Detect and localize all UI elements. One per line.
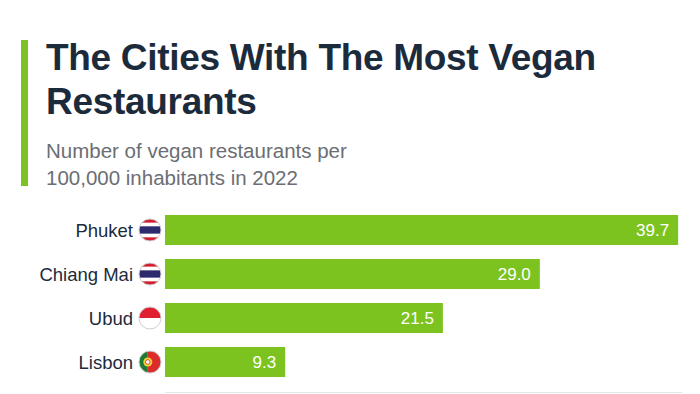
data-label: 29.0: [498, 265, 531, 284]
chart-svg: 39.7 Phuket 29.0 Chiang Mai 21.5 Ubud 9.3 Lisbo…: [0, 0, 700, 394]
flag: [139, 307, 161, 329]
flag-border: [139, 219, 161, 241]
category-label: Phuket: [75, 220, 133, 241]
bar: [165, 303, 443, 333]
flag-stripe: [139, 270, 161, 278]
flag-stripe: [139, 267, 161, 271]
flag-stripe: [139, 226, 161, 234]
flag-stripe: [139, 318, 161, 329]
bar: [165, 259, 540, 289]
bars: [165, 215, 678, 377]
flag: [139, 351, 161, 373]
x-axis-line: [165, 392, 682, 393]
bar: [165, 215, 678, 245]
flag-emblem: [143, 358, 152, 367]
title: The Cities With The Most Vegan Restauran…: [46, 36, 611, 124]
accent-bar: [21, 40, 28, 186]
flag-border: [139, 351, 161, 373]
bar: [165, 347, 285, 377]
flag-border: [139, 307, 161, 329]
category-label: Chiang Mai: [39, 264, 133, 285]
flag-stripe: [139, 307, 161, 318]
texts: 39.7 Phuket 29.0 Chiang Mai 21.5 Ubud 9.3 Lisbo…: [39, 220, 669, 373]
data-label: 39.7: [636, 221, 669, 240]
flag-stripe: [139, 278, 161, 282]
category-label: Ubud: [89, 308, 133, 329]
subtitle: Number of vegan restaurants per 100,000 …: [46, 137, 391, 191]
data-label: 9.3: [253, 353, 277, 372]
chart-root: The Cities With The Most Vegan Restauran…: [0, 0, 700, 394]
flag-stripe: [139, 234, 161, 238]
flag: [139, 263, 161, 285]
flag: [139, 219, 161, 241]
data-label: 21.5: [401, 309, 434, 328]
flag-stripe: [139, 223, 161, 227]
flag-border: [139, 263, 161, 285]
flag-emblem: [146, 360, 151, 365]
category-label: Lisbon: [78, 352, 133, 373]
